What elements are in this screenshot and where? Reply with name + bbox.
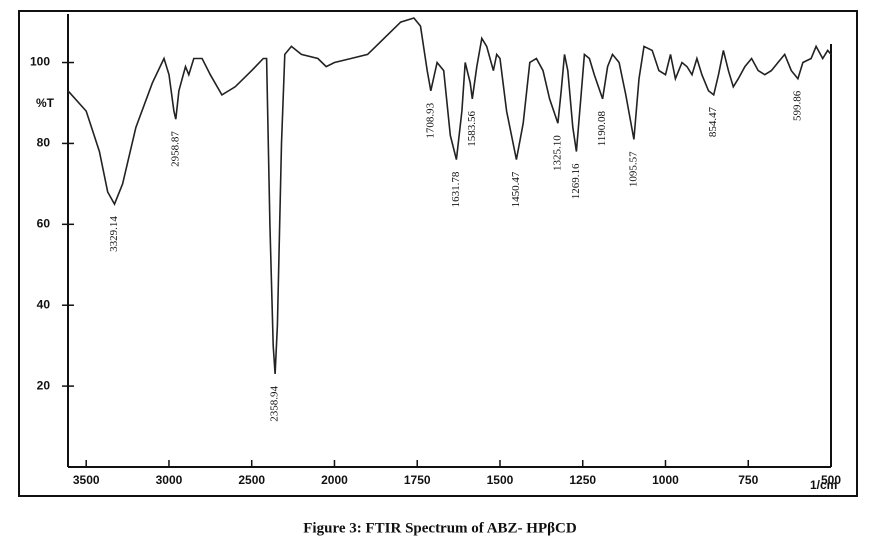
y-axis-label: %T — [36, 96, 55, 110]
x-tick-label: 1250 — [569, 473, 596, 487]
peak-label: 1269.16 — [570, 163, 582, 199]
peak-label: 1583.56 — [466, 110, 478, 146]
x-tick-label: 2000 — [321, 473, 348, 487]
x-tick-label: 1750 — [404, 473, 431, 487]
peak-label: 599.86 — [791, 90, 803, 121]
y-tick-label: 80 — [37, 136, 51, 150]
x-tick-label: 1500 — [487, 473, 514, 487]
peak-label: 854.47 — [707, 106, 719, 137]
y-tick-label: 20 — [37, 378, 51, 392]
peak-label: 1325.10 — [551, 135, 563, 171]
peak-label: 2358.94 — [269, 385, 281, 421]
peak-label: 2958.87 — [169, 131, 181, 167]
y-tick-label: 60 — [37, 216, 51, 230]
peak-label: 1095.57 — [627, 151, 639, 187]
frame — [18, 10, 858, 497]
x-tick-label: 500 — [821, 473, 841, 487]
peak-label: 1190.08 — [596, 110, 608, 146]
x-tick-label: 2500 — [238, 473, 265, 487]
spectrum — [67, 17, 832, 375]
peak-label: 1450.47 — [510, 171, 522, 207]
x-tick-label: 750 — [738, 473, 758, 487]
y-tick-label: 100 — [30, 55, 50, 69]
x-tick-label: 1000 — [652, 473, 679, 487]
peak-label: 1631.78 — [450, 171, 462, 207]
peak-label: 3329.14 — [108, 216, 120, 252]
chart-title: Figure 3: FTIR Spectrum of ABZ- HPβCD — [303, 520, 577, 536]
x-tick-label: 3500 — [73, 473, 100, 487]
y-tick-label: 40 — [37, 297, 51, 311]
x-tick-label: 3000 — [156, 473, 183, 487]
peak-label: 1708.93 — [424, 102, 436, 138]
x-axis-label: 1/cm — [810, 478, 837, 492]
